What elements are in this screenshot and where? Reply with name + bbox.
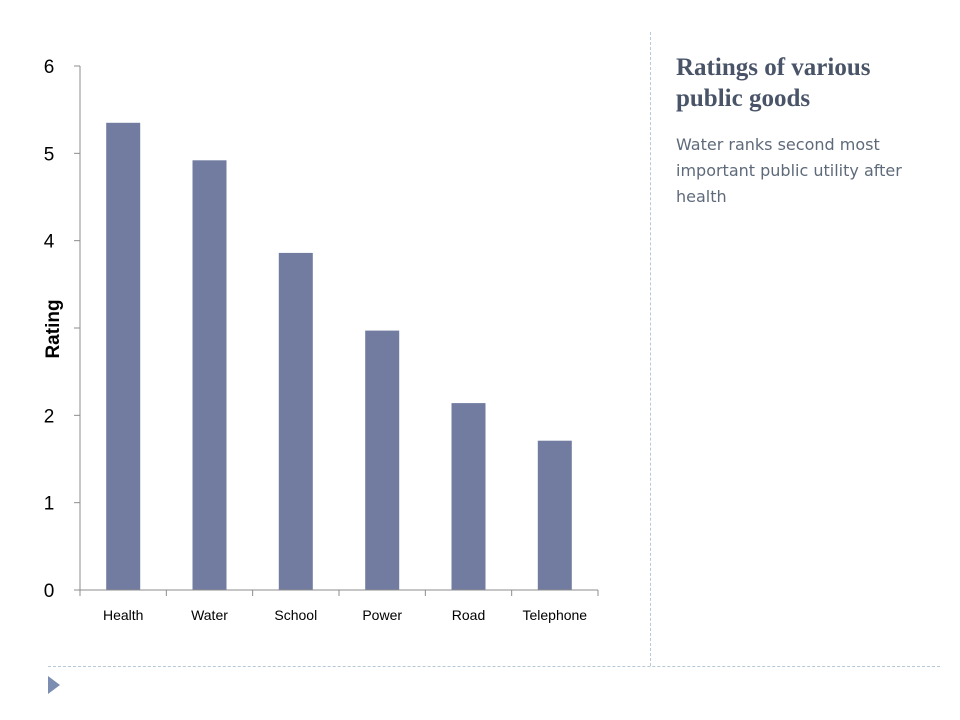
vertical-divider (650, 32, 651, 666)
bar-road (451, 403, 486, 590)
slide-body-text: Water ranks second most important public… (676, 135, 902, 206)
x-tick-label-telephone: Telephone (522, 607, 587, 623)
x-tick-label-water: Water (191, 607, 228, 623)
bar-school (278, 252, 313, 590)
labels-layer: Health Water School Power Road Telephone 0 1 2 4 5… (44, 57, 588, 623)
bars-layer (106, 122, 572, 591)
y-tick-label-1: 1 (44, 494, 55, 515)
x-tick-label-road: Road (452, 607, 485, 623)
axes-layer (74, 65, 599, 596)
y-tick-label-0: 0 (44, 581, 55, 602)
y-tick-label-4: 4 (44, 232, 55, 253)
bar-power (365, 330, 400, 590)
x-tick-label-power: Power (362, 607, 402, 623)
bar-health (106, 122, 141, 591)
bar-chart: Health Water School Power Road Telephone 0 1 2 4 5… (43, 57, 599, 623)
bullet-arrow-icon (48, 676, 60, 694)
bar-telephone (537, 440, 572, 590)
y-tick-label-6: 6 (44, 57, 55, 78)
side-panel: Ratings of various public goods Water ra… (676, 52, 926, 210)
x-tick-label-school: School (274, 607, 317, 623)
slide-title: Ratings of various public goods (676, 54, 871, 112)
y-axis-title: Rating (43, 299, 64, 358)
y-tick-label-5: 5 (44, 144, 55, 165)
horizontal-divider (48, 666, 940, 667)
bar-water (192, 160, 227, 591)
y-tick-label-2: 2 (44, 406, 55, 427)
x-tick-label-health: Health (103, 607, 143, 623)
